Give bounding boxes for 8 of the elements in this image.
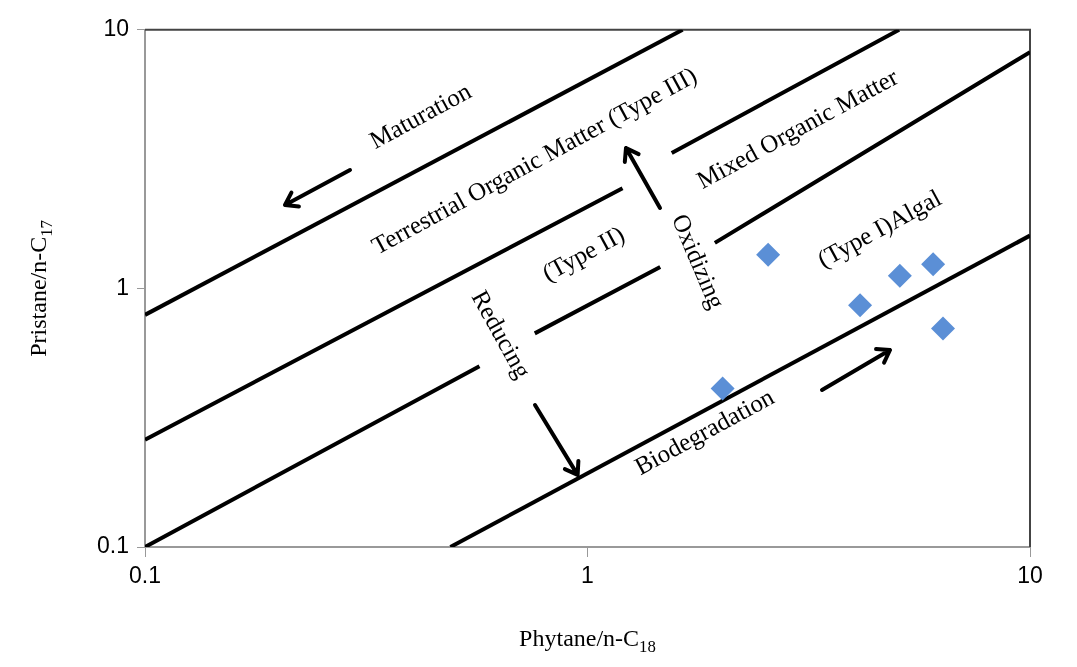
y-axis-title: Pristane/n-C17 (25, 220, 56, 357)
x-tick-label: 10 (1017, 562, 1043, 589)
annotation: (Type II) (537, 220, 630, 288)
x-tick-label: 0.1 (129, 562, 161, 589)
y-tick-label: 0.1 (97, 532, 129, 559)
y-tick-label: 10 (103, 15, 129, 42)
y-tick-label: 1 (116, 273, 129, 300)
x-tick-label: 1 (581, 562, 594, 589)
